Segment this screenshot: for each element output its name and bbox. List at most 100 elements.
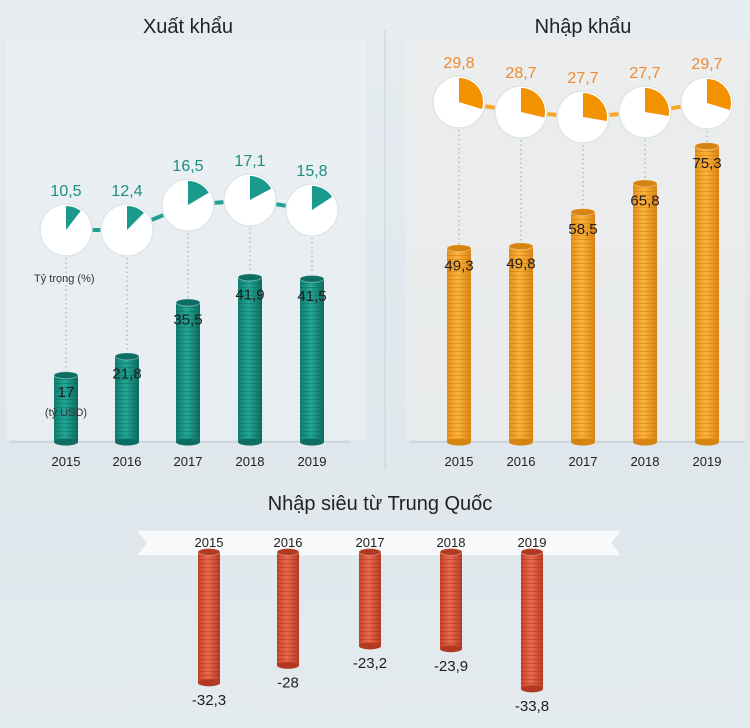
- deficit-year-strip: [134, 529, 624, 557]
- import-bars: [446, 142, 720, 446]
- export-share-label-3: 17,1: [234, 153, 265, 170]
- import-bar-2016: [508, 242, 534, 446]
- export-share-label-0: 10,5: [50, 183, 81, 200]
- export-bar-2017-stripes: [176, 302, 200, 442]
- deficit-value-label-2: -23,2: [353, 655, 387, 672]
- deficit-bar-2018: [439, 548, 463, 653]
- import-value-label-4: 75,3: [692, 155, 721, 172]
- deficit-bar-2017-base: [359, 642, 381, 650]
- export-labels: 10,5 17 2015 12,4 21,8 2016 16,5 35,5 2017 17,1 41…: [50, 153, 327, 469]
- import-share-label-0: 29,8: [443, 55, 474, 72]
- export-value-label-3: 41,9: [235, 286, 264, 303]
- export-value-label-2: 35,5: [173, 311, 202, 328]
- export-bar-2016-cap: [114, 352, 140, 361]
- deficit-title: Nhập siêu từ Trung Quốc: [268, 493, 493, 515]
- import-bar-2019-cap: [694, 142, 720, 151]
- export-bar-2016: [114, 352, 140, 446]
- import-value-label-2: 58,5: [568, 221, 597, 238]
- import-year-2: 2017: [569, 454, 598, 469]
- export-value-label-1: 21,8: [112, 365, 141, 382]
- import-value-label-3: 65,8: [630, 192, 659, 209]
- deficit-bar-2018-stripes: [440, 552, 462, 649]
- import-year-1: 2016: [507, 454, 536, 469]
- deficit-bar-2015-stripes: [198, 552, 220, 683]
- import-share-pie-2017: [556, 90, 610, 144]
- deficit-bar-2017-stripes: [359, 552, 381, 646]
- deficit-bar-2019: [520, 548, 544, 693]
- deficit-bar-2016-stripes: [277, 552, 299, 666]
- export-title: Xuất khẩu: [143, 16, 233, 38]
- deficit-bars: [197, 548, 544, 693]
- import-bar-2016-stripes: [509, 246, 533, 442]
- export-bar-2017-base: [176, 438, 200, 446]
- import-labels: 29,8 49,3 2015 28,7 49,8 2016 27,7 58,5 2017 27,7…: [443, 55, 722, 469]
- deficit-value-label-1: -28: [277, 674, 299, 691]
- export-bar-2015-cap: [53, 371, 79, 380]
- import-bar-2016-cap: [508, 242, 534, 251]
- deficit-value-label-4: -33,8: [515, 698, 549, 715]
- import-share-label-4: 29,7: [691, 56, 722, 73]
- export-bar-2017: [175, 298, 201, 446]
- export-pie-slice-4: [312, 186, 333, 210]
- export-bar-2018-stripes: [238, 277, 262, 442]
- import-share-pies: [432, 75, 734, 144]
- import-value-label-0: 49,3: [444, 257, 473, 274]
- import-pie-slice-2: [583, 93, 607, 122]
- export-share-label-1: 12,4: [111, 183, 142, 200]
- import-bar-2016-base: [509, 438, 533, 446]
- export-bar-2018-cap: [237, 273, 263, 282]
- export-pie-slice-1: [127, 206, 144, 230]
- import-bar-2015-stripes: [447, 248, 471, 442]
- import-share-label-3: 27,7: [629, 65, 660, 82]
- export-pie-slice-2: [188, 181, 209, 205]
- import-bar-2015-base: [447, 438, 471, 446]
- import-bar-2018-base: [633, 438, 657, 446]
- import-share-pie-2019: [680, 76, 734, 130]
- import-pie-slice-4: [707, 79, 731, 110]
- import-year-0: 2015: [445, 454, 474, 469]
- deficit-bar-2015-cap: [197, 548, 221, 556]
- export-year-2: 2017: [174, 454, 203, 469]
- export-bar-2015-base: [54, 438, 78, 446]
- export-bar-2016-stripes: [115, 356, 139, 442]
- export-bar-2019: [299, 274, 325, 446]
- deficit-bar-2018-base: [440, 645, 462, 653]
- export-bar-2018-base: [238, 438, 262, 446]
- deficit-bar-2015-base: [198, 679, 220, 687]
- export-share-pie-2018: [223, 173, 277, 227]
- import-bar-2019: [694, 142, 720, 446]
- import-bar-2017-cap: [570, 208, 596, 217]
- deficit-bar-2019-cap: [520, 548, 544, 556]
- deficit-year-1: 2016: [274, 535, 303, 550]
- export-pie-slice-3: [250, 176, 272, 200]
- export-share-pie-2016: [100, 203, 154, 257]
- export-year-3: 2018: [236, 454, 265, 469]
- export-share-pie-2015: [39, 203, 93, 257]
- export-bar-2015-stripes: [54, 375, 78, 442]
- import-year-3: 2018: [631, 454, 660, 469]
- export-share-pie-2017: [161, 178, 215, 232]
- export-bar-2016-base: [115, 438, 139, 446]
- export-year-1: 2016: [113, 454, 142, 469]
- deficit-year-4: 2019: [518, 535, 547, 550]
- import-bar-2017-stripes: [571, 212, 595, 442]
- deficit-bar-2019-base: [521, 685, 543, 693]
- export-pie-slice-0: [66, 206, 81, 230]
- import-pie-slice-0: [459, 78, 484, 110]
- export-share-pie-2019: [285, 183, 339, 237]
- deficit-bar-2016: [276, 548, 300, 669]
- import-year-4: 2019: [693, 454, 722, 469]
- export-bar-2015: [53, 371, 79, 446]
- import-bar-2019-stripes: [695, 146, 719, 443]
- deficit-bar-2017: [358, 548, 382, 650]
- import-bar-2019-base: [695, 438, 719, 446]
- export-share-legend: Tỷ trọng (%): [34, 273, 95, 285]
- deficit-labels: -32,3 2015 -28 2016 -23,2 2017 -23,9 2018 -33,8 2…: [192, 535, 549, 715]
- export-share-label-2: 16,5: [172, 158, 203, 175]
- deficit-year-3: 2018: [437, 535, 466, 550]
- import-guides: [458, 130, 708, 245]
- import-share-pie-2018: [618, 85, 672, 139]
- export-bar-2019-stripes: [300, 278, 324, 442]
- deficit-value-label-0: -32,3: [192, 692, 226, 709]
- deficit-bar-2015: [197, 548, 221, 687]
